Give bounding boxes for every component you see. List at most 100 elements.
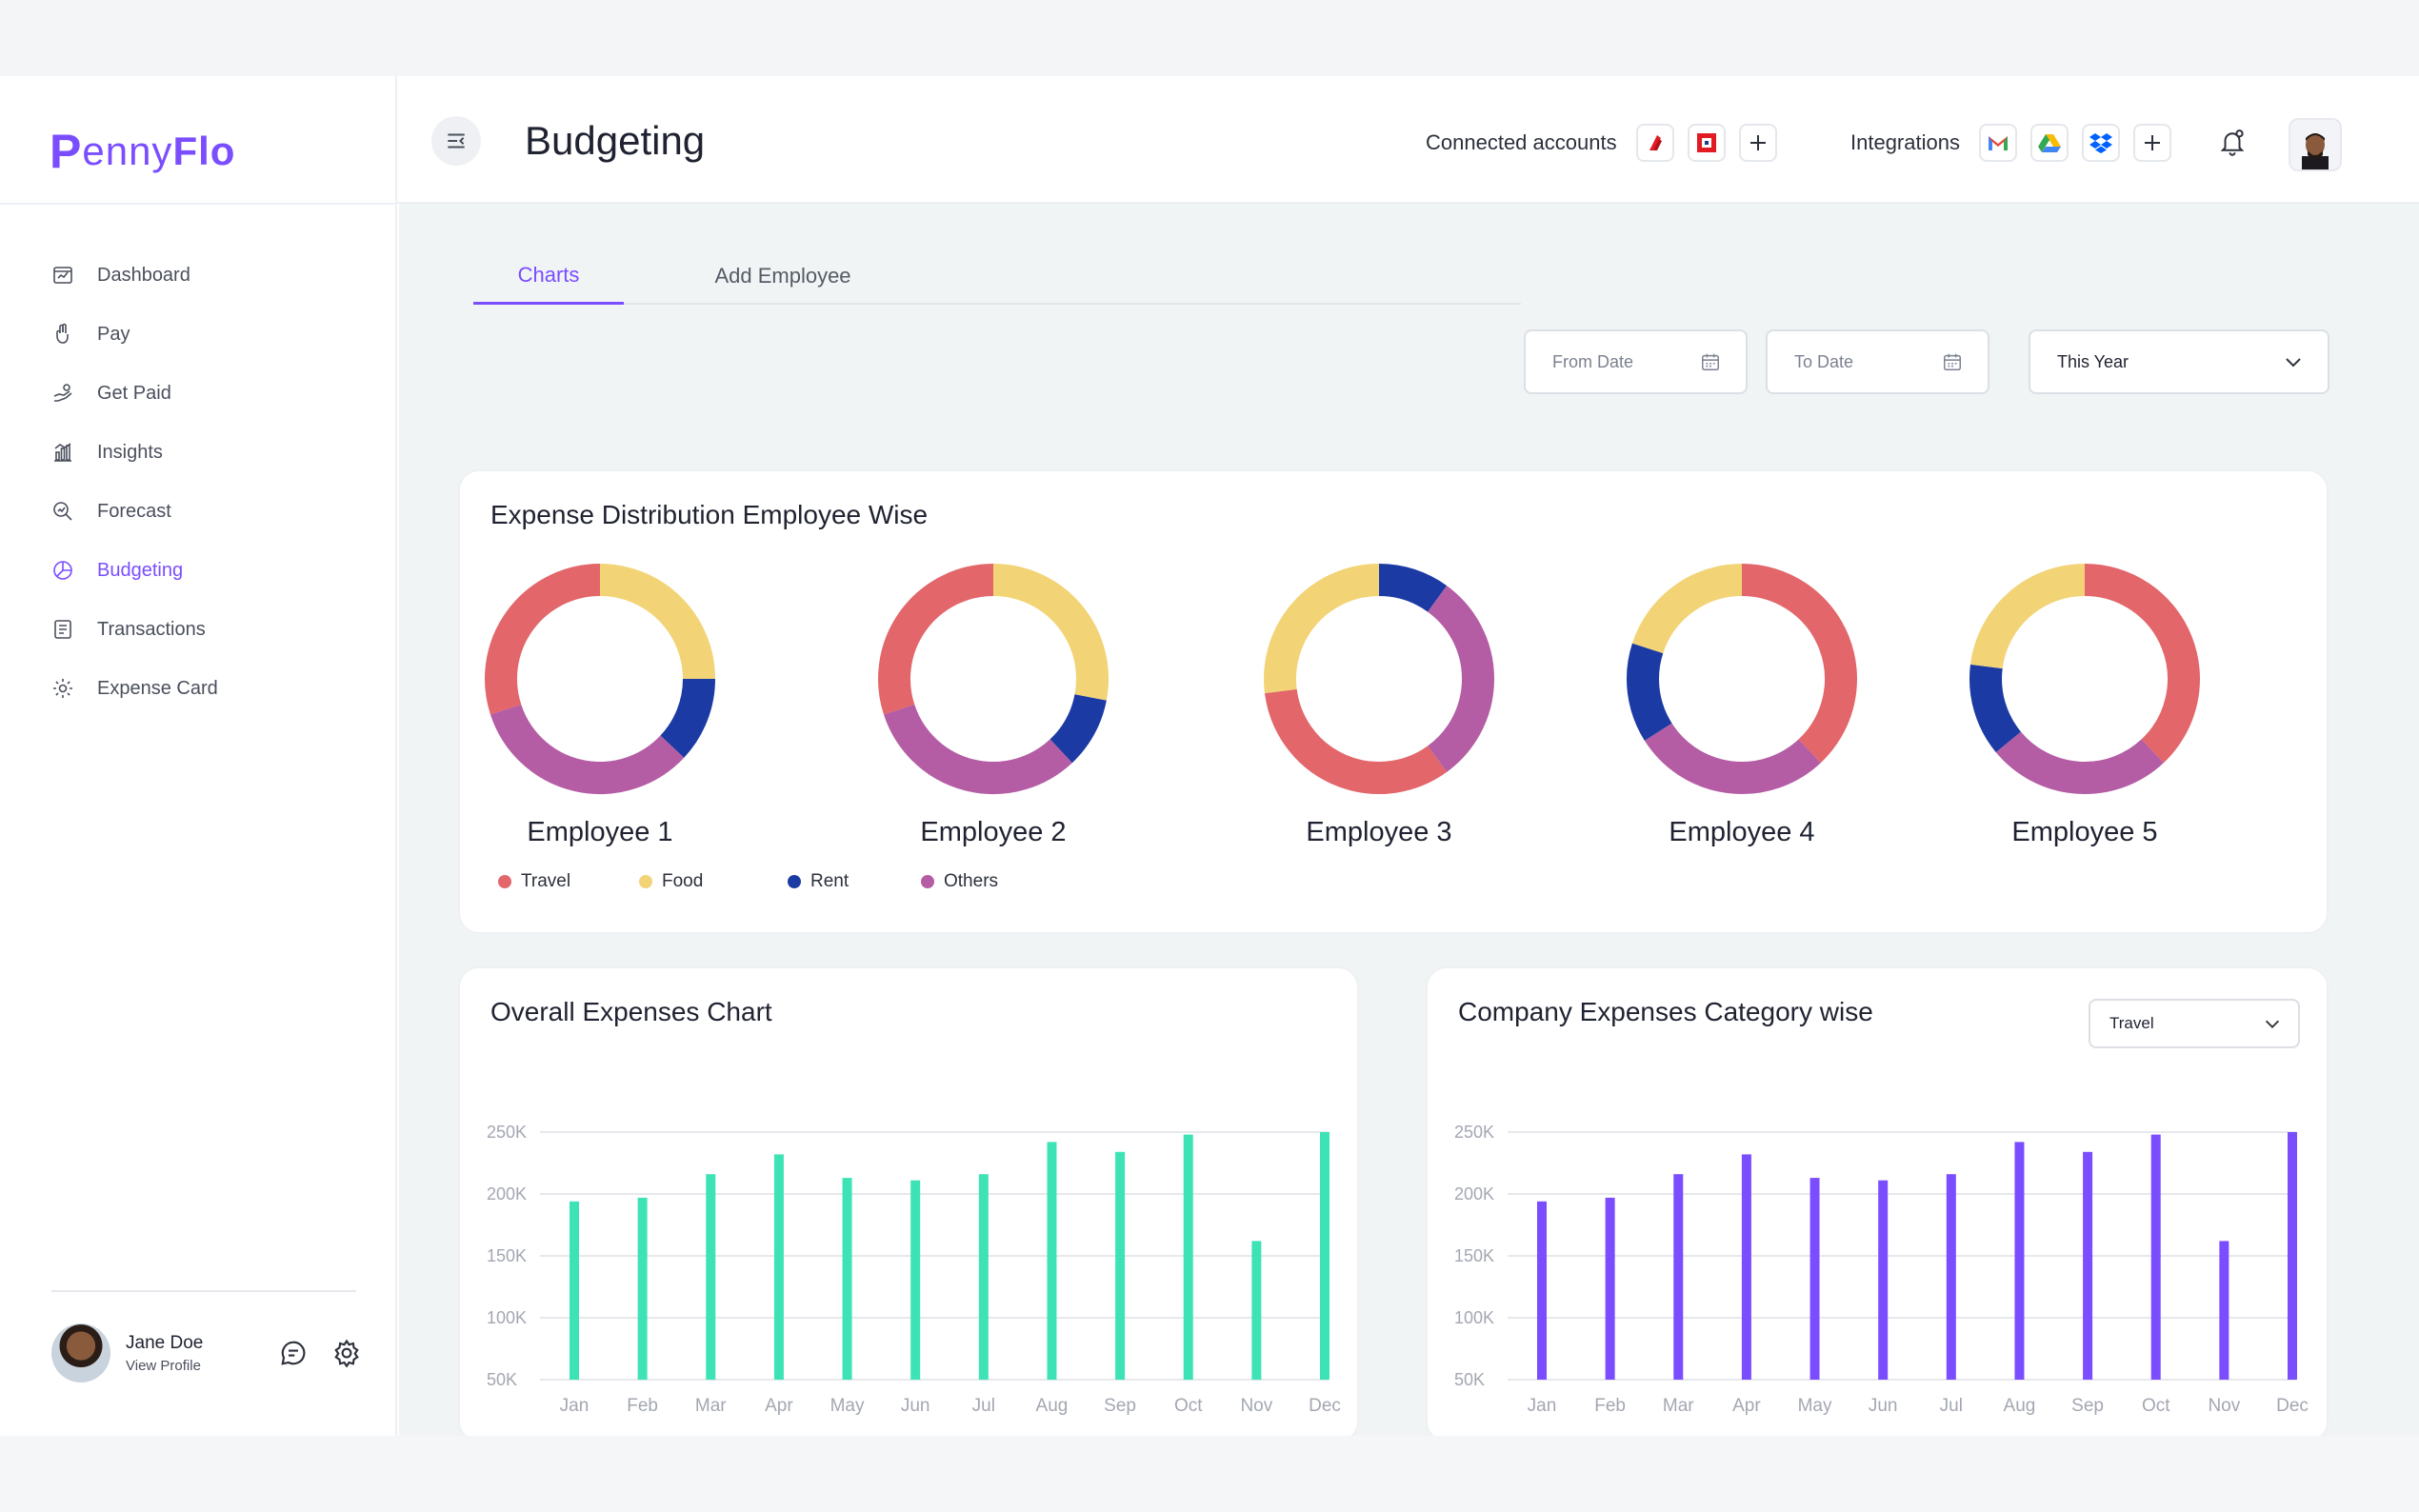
donut-slice-others[interactable] xyxy=(1644,723,1821,794)
bank-account-2[interactable] xyxy=(1687,124,1726,162)
donut-slice-others[interactable] xyxy=(883,704,1072,794)
legend-travel: Travel xyxy=(498,871,639,892)
profile-name: Jane Doe xyxy=(126,1332,204,1353)
donut-slice-travel[interactable] xyxy=(1264,688,1448,794)
sidebar-item-forecast[interactable]: Forecast xyxy=(51,482,375,541)
x-tick-label: Jan xyxy=(1528,1396,1557,1416)
tab-charts[interactable]: Charts xyxy=(473,248,624,305)
bar-mar[interactable] xyxy=(706,1174,716,1380)
bar-jul[interactable] xyxy=(978,1174,989,1380)
bar-oct[interactable] xyxy=(1183,1134,1193,1380)
notifications-button[interactable] xyxy=(2218,128,2247,161)
view-profile-link[interactable]: View Profile xyxy=(126,1357,201,1374)
donut-slice-others[interactable] xyxy=(1995,731,2164,794)
bar-may[interactable] xyxy=(1809,1178,1820,1380)
donut-slice-travel[interactable] xyxy=(485,564,601,715)
donut-slice-travel[interactable] xyxy=(878,564,994,715)
header-avatar[interactable] xyxy=(2289,118,2342,171)
sidebar-item-budgeting[interactable]: Budgeting xyxy=(51,541,375,600)
donut-slice-rent[interactable] xyxy=(660,678,715,758)
bar-aug[interactable] xyxy=(2014,1142,2025,1380)
bar-feb[interactable] xyxy=(637,1197,648,1380)
bar-feb[interactable] xyxy=(1605,1197,1615,1380)
bank-logo-icon xyxy=(1649,135,1662,150)
bar-may[interactable] xyxy=(842,1178,852,1380)
sidebar-item-label: Expense Card xyxy=(97,677,218,699)
bar-dec[interactable] xyxy=(1320,1132,1329,1380)
sidebar-item-get-paid[interactable]: Get Paid xyxy=(51,364,375,423)
x-tick-label: Jan xyxy=(560,1396,590,1416)
x-tick-label: Dec xyxy=(1309,1396,1341,1416)
bar-jul[interactable] xyxy=(1946,1174,1956,1380)
sidebar-item-expense-card[interactable]: Expense Card xyxy=(51,659,375,718)
employee-2-label: Employee 2 xyxy=(920,817,1067,847)
employee-5-donut: Employee 5 xyxy=(1961,563,2209,848)
bar-jun[interactable] xyxy=(910,1180,921,1380)
x-tick-label: Feb xyxy=(627,1396,658,1416)
gear-icon xyxy=(53,679,72,698)
donut-slice-travel[interactable] xyxy=(2084,564,2200,764)
donut-slice-others[interactable] xyxy=(490,704,685,794)
x-tick-label: Mar xyxy=(695,1396,727,1416)
integrations: Integrations xyxy=(1850,124,2171,162)
donut-slice-rent[interactable] xyxy=(1627,643,1672,741)
add-integration-button[interactable] xyxy=(2132,124,2171,162)
bar-nov[interactable] xyxy=(2219,1241,2229,1380)
google-drive-integration[interactable] xyxy=(2029,124,2069,162)
bar-dec[interactable] xyxy=(2288,1132,2297,1380)
page-title: Budgeting xyxy=(525,118,706,163)
pie-chart-icon xyxy=(53,561,72,580)
bar-aug[interactable] xyxy=(1047,1142,1057,1380)
donut-slice-others[interactable] xyxy=(1427,586,1494,772)
x-tick-label: Oct xyxy=(1174,1396,1203,1416)
employee-4-label: Employee 4 xyxy=(1669,817,1815,847)
donut-slice-food[interactable] xyxy=(1631,564,1743,654)
period-select[interactable]: This Year xyxy=(2029,329,2329,394)
from-date-input[interactable]: From Date xyxy=(1524,329,1748,394)
gmail-integration[interactable] xyxy=(1978,124,2017,162)
donut-slice-rent[interactable] xyxy=(1378,564,1448,612)
bar-jan[interactable] xyxy=(570,1201,579,1380)
avatar[interactable] xyxy=(51,1323,110,1383)
legend-label: Others xyxy=(944,871,999,891)
bar-sep[interactable] xyxy=(2083,1151,2093,1380)
bar-mar[interactable] xyxy=(1673,1174,1684,1380)
to-date-input[interactable]: To Date xyxy=(1766,329,1989,394)
donut-slice-rent[interactable] xyxy=(1969,664,2022,753)
user-profile[interactable]: Jane Doe View Profile xyxy=(51,1322,366,1384)
donut-slice-food[interactable] xyxy=(992,564,1109,701)
bar-oct[interactable] xyxy=(2150,1134,2161,1380)
bar-sep[interactable] xyxy=(1115,1151,1126,1380)
donut-slice-travel[interactable] xyxy=(1741,564,1857,764)
x-tick-label: Aug xyxy=(2004,1396,2036,1416)
donut-chart xyxy=(485,564,715,794)
employee-4-donut: Employee 4 xyxy=(1618,563,1866,848)
legend-food: Food xyxy=(639,871,788,892)
donut-slice-rent[interactable] xyxy=(1050,693,1107,764)
sidebar-item-transactions[interactable]: Transactions xyxy=(51,600,375,659)
settings-button[interactable] xyxy=(328,1334,366,1372)
bar-apr[interactable] xyxy=(1741,1154,1751,1380)
chat-button[interactable] xyxy=(274,1334,312,1372)
category-select[interactable]: Travel xyxy=(2089,999,2300,1048)
donut-slice-food[interactable] xyxy=(1264,564,1380,694)
x-tick-label: Jul xyxy=(972,1396,995,1416)
donut-slice-food[interactable] xyxy=(1969,564,2086,669)
bar-jan[interactable] xyxy=(1537,1201,1547,1380)
tab-add-employee[interactable]: Add Employee xyxy=(714,264,851,288)
collapse-sidebar-button[interactable] xyxy=(431,116,481,166)
period-select-value: This Year xyxy=(2057,351,2129,371)
main-content: Charts Add Employee From Date To Date Th… xyxy=(399,204,2419,1442)
sidebar-item-insights[interactable]: Insights xyxy=(51,423,375,482)
add-account-button[interactable] xyxy=(1738,124,1777,162)
dropbox-integration[interactable] xyxy=(2081,124,2120,162)
bar-apr[interactable] xyxy=(773,1154,784,1380)
logo-flo: Flo xyxy=(172,129,236,173)
bar-nov[interactable] xyxy=(1251,1241,1262,1380)
bar-jun[interactable] xyxy=(1878,1180,1889,1380)
sidebar-item-dashboard[interactable]: Dashboard xyxy=(51,246,375,305)
sidebar-item-pay[interactable]: Pay xyxy=(51,305,375,364)
donut-slice-food[interactable] xyxy=(599,564,715,680)
bank-account-1[interactable] xyxy=(1635,124,1674,162)
